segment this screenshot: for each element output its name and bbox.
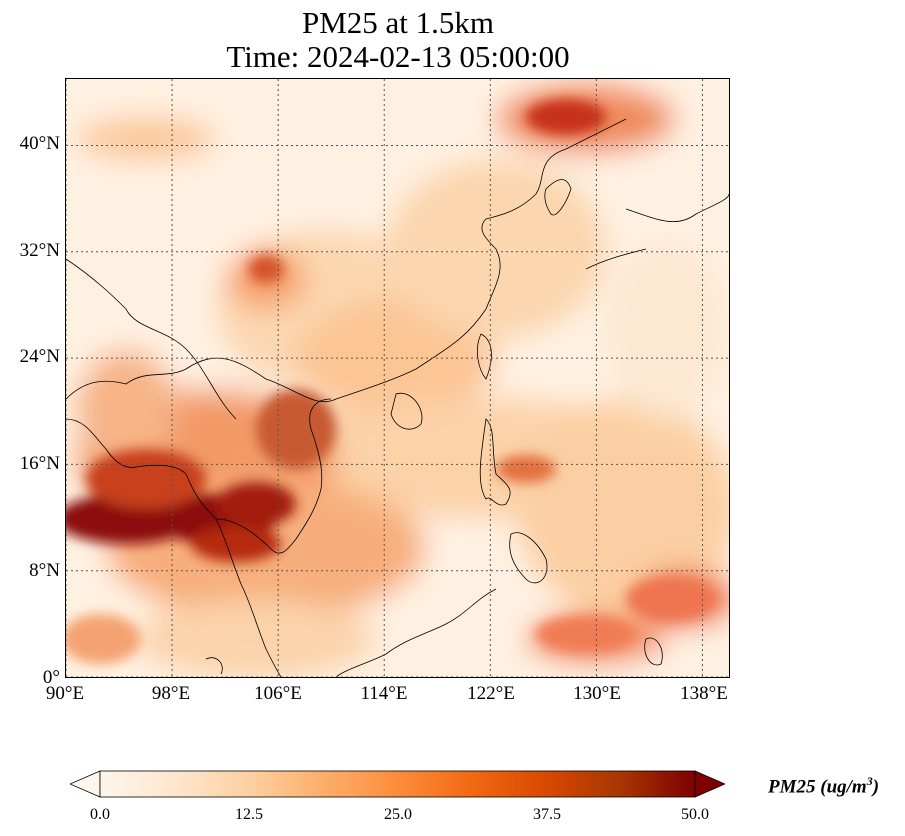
lon-label-98e: 98°E <box>151 683 191 704</box>
lat-label-8n: 8°N <box>29 560 60 581</box>
lat-label-24n: 24°N <box>19 346 60 367</box>
graticule <box>66 79 729 677</box>
colorbar-label-text: PM25 (ug/m <box>768 776 867 798</box>
lon-label-130e: 130°E <box>573 683 621 704</box>
lat-label-16n: 16°N <box>19 453 60 474</box>
colorbar-label-exponent: 3 <box>866 774 873 788</box>
colorbar-tick: 37.5 <box>533 806 561 823</box>
map-time-subtitle: Time: 2024-02-13 05:00:00 <box>226 39 570 74</box>
lat-label-0: 0° <box>42 667 60 688</box>
colorbar-max-extend-arrow <box>694 770 725 798</box>
lon-label-90e: 90°E <box>45 683 85 704</box>
map-panel <box>65 78 730 678</box>
lon-label-138e: 138°E <box>680 683 728 704</box>
colorbar-tick: 50.0 <box>681 806 709 823</box>
colorbar-tick: 0.0 <box>90 806 110 823</box>
lon-label-122e: 122°E <box>467 683 515 704</box>
colorbar-tick: 12.5 <box>235 806 263 823</box>
colorbar-label-close: ) <box>872 776 880 798</box>
coastlines <box>66 118 729 677</box>
map-title: PM25 at 1.5km <box>301 5 495 40</box>
colorbar-min-extend-arrow <box>70 770 101 798</box>
colorbar <box>70 770 725 798</box>
lon-label-114e: 114°E <box>360 683 408 704</box>
lat-label-32n: 32°N <box>19 240 60 261</box>
pm25-hotspots <box>66 99 716 664</box>
lat-label-40n: 40°N <box>19 133 60 154</box>
pm25-field-map <box>66 79 729 677</box>
concentration-field <box>66 79 729 677</box>
colorbar-label: PM25 (ug/m3) <box>768 774 879 798</box>
colorbar-gradient <box>99 770 696 798</box>
lon-label-106e: 106°E <box>254 683 302 704</box>
colorbar-tick: 25.0 <box>384 806 412 823</box>
